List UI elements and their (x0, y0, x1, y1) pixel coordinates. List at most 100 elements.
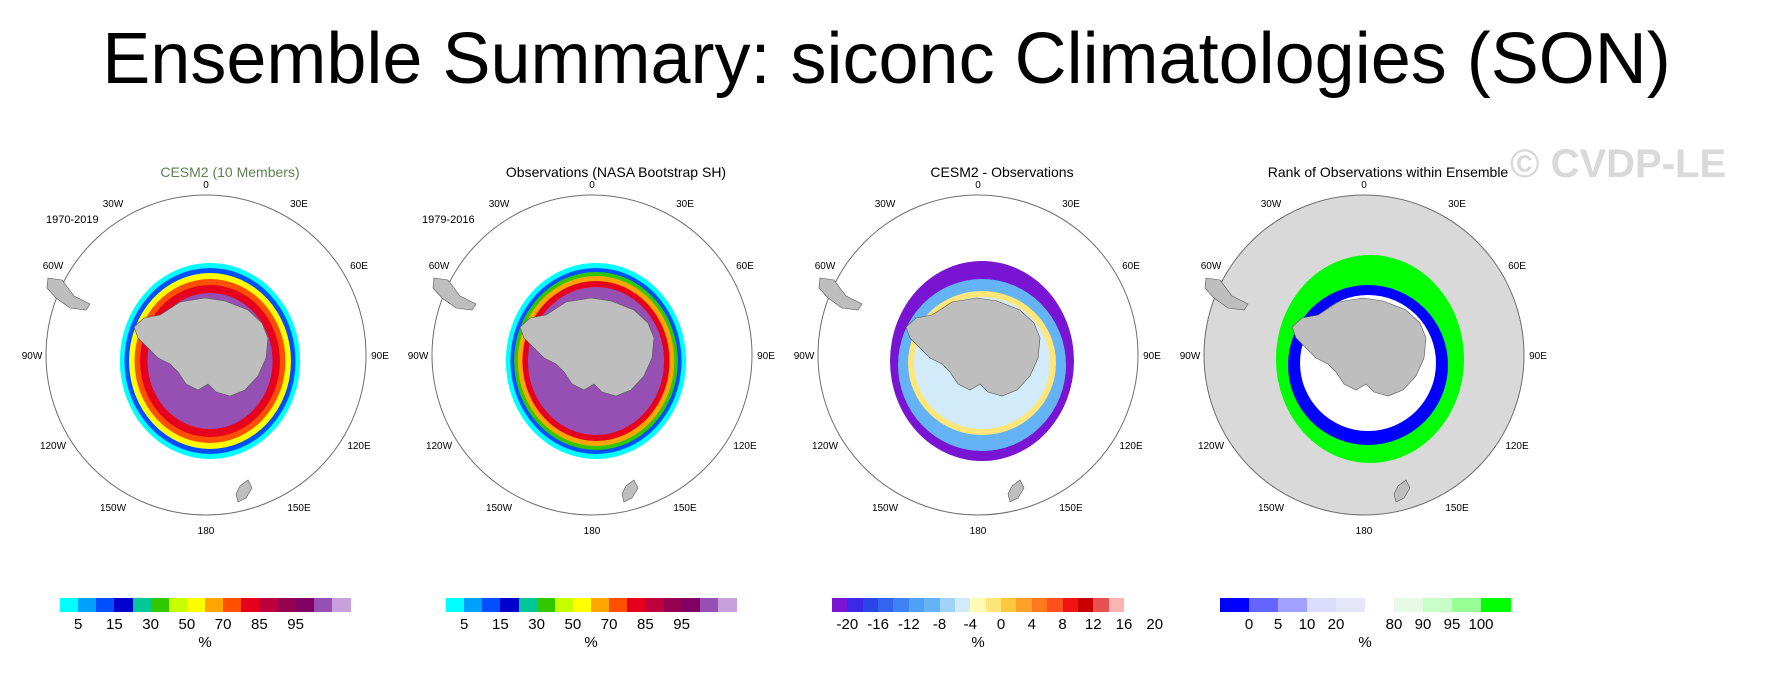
polar-map: 0 30E 60E 90E 120E 150E 180 150W 120W 90W 60W 30W (22, 180, 390, 537)
longitude-label: 150E (287, 503, 311, 514)
colorbar-cell (60, 598, 79, 612)
longitude-label: 150W (486, 503, 513, 514)
colorbar-cell (241, 598, 260, 612)
longitude-label: 150E (1445, 503, 1469, 514)
colorbar-tick-label: -4 (963, 616, 977, 633)
south-america-landmass (46, 277, 91, 311)
colorbar: 5 15 30 50 70 85 95% (60, 598, 351, 651)
colorbar-cell (168, 598, 188, 612)
longitude-label: 30W (1261, 199, 1282, 210)
longitude-label: 90W (408, 351, 429, 362)
colorbar-cell (717, 598, 737, 612)
colorbar-cell (1452, 598, 1482, 612)
colorbar-cell (150, 598, 170, 612)
colorbar-tick-label: 100 (1468, 616, 1494, 633)
colorbar-cell (277, 598, 297, 612)
colorbar-cell (1481, 598, 1511, 612)
longitude-label: 150W (100, 503, 127, 514)
colorbar-cell (1220, 598, 1250, 612)
colorbar: 0 5 10 20 80 90 95 100% (1220, 598, 1511, 651)
colorbar-cell (954, 598, 971, 612)
colorbar-cell (609, 598, 628, 612)
panel-title: CESM2 - Observations (930, 164, 1074, 180)
longitude-label: 120W (812, 441, 839, 452)
polar-map: 0 30E 60E 90E 120E 150E 180 150W 120W 90W 60W 30W (794, 180, 1162, 537)
longitude-label: 60W (815, 261, 836, 272)
colorbar-cell (832, 598, 848, 612)
colorbar-unit: % (584, 634, 598, 651)
polar-map: 0 30E 60E 90E 120E 150E 180 150W 120W 90W 60W 30W (408, 180, 776, 537)
colorbar-cell (908, 598, 925, 612)
longitude-label: 90E (757, 351, 775, 362)
colorbar-tick-label: 5 (459, 616, 469, 633)
colorbar-cell (1278, 598, 1308, 612)
colorbar-cell (114, 598, 133, 612)
colorbar-cell (482, 598, 501, 612)
longitude-label: 60E (350, 261, 368, 272)
colorbar-cell (1001, 598, 1017, 612)
colorbar-cell (1336, 598, 1366, 612)
colorbar-tick-label: 95 (287, 616, 304, 633)
colorbar-cell (1062, 598, 1079, 612)
colorbar-tick-label: -8 (932, 616, 947, 633)
colorbar-tick-label: 70 (214, 616, 232, 633)
longitude-label: 0 (1361, 180, 1367, 191)
antarctica-landmass (1291, 297, 1427, 397)
longitude-label: 90W (794, 351, 815, 362)
panel-title: CESM2 (10 Members) (160, 164, 300, 180)
colorbar-cell (205, 598, 224, 612)
colorbar-tick-label: 30 (142, 616, 159, 633)
panel-title: Rank of Observations within Ensemble (1267, 164, 1509, 180)
colorbar-cell (1249, 598, 1279, 612)
longitude-label: 180 (584, 526, 601, 537)
colorbar-cell (132, 598, 152, 612)
colorbar-tick-label: 15 (492, 616, 509, 633)
panel-cesm2-climatology: CESM2 (10 Members) 1970-2019 0 30E 60E 90E 1… (20, 150, 440, 670)
colorbar-tick-label: 85 (251, 616, 268, 633)
colorbar-tick-label: 30 (528, 616, 545, 633)
colorbar-cell (1031, 598, 1048, 612)
colorbar-tick-label: 8 (1058, 616, 1067, 633)
longitude-label: 90E (1143, 351, 1161, 362)
colorbar-tick-label: 80 (1385, 616, 1403, 633)
longitude-label: 60W (43, 261, 64, 272)
longitude-label: 60E (1508, 261, 1526, 272)
longitude-label: 90E (1529, 351, 1547, 362)
longitude-label: 120W (426, 441, 453, 452)
colorbar-cell (96, 598, 115, 612)
longitude-label: 30E (1062, 199, 1080, 210)
longitude-label: 0 (589, 180, 595, 191)
colorbar-cell (259, 598, 278, 612)
colorbar-tick-label: 20 (1327, 616, 1345, 633)
longitude-label: 90W (22, 351, 43, 362)
colorbar-cell (847, 598, 864, 612)
panel-difference: CESM2 - Observations 0 30E 60E 90E 120E 150E 1… (792, 150, 1212, 670)
colorbar-cell (518, 598, 538, 612)
south-america-landmass (818, 277, 863, 311)
colorbar-cell (313, 598, 333, 612)
colorbar-cell (572, 598, 592, 612)
longitude-label: 30W (875, 199, 896, 210)
colorbar-cell (1108, 598, 1125, 612)
colorbar-cell (500, 598, 519, 612)
colorbar-tick-label: 50 (564, 616, 582, 633)
colorbar-cell (1077, 598, 1094, 612)
colorbar-cell (223, 598, 242, 612)
colorbar-cell (878, 598, 894, 612)
polar-map: 0 30E 60E 90E 120E 150E 180 150W 120W 90W 60W 30W (1180, 180, 1548, 537)
colorbar-cell (1016, 598, 1033, 612)
south-america-landmass (432, 277, 477, 311)
colorbar-tick-label: 15 (106, 616, 123, 633)
longitude-label: 30E (1448, 199, 1466, 210)
page-title: Ensemble Summary: siconc Climatologies (… (102, 19, 1671, 99)
colorbar-cell (591, 598, 610, 612)
colorbar-cell (1307, 598, 1337, 612)
colorbar-cell (645, 598, 664, 612)
longitude-label: 150W (1258, 503, 1285, 514)
longitude-label: 60E (1122, 261, 1140, 272)
longitude-label: 30W (489, 199, 510, 210)
colorbar-tick-label: 70 (600, 616, 618, 633)
period-label: 1979-2016 (422, 214, 475, 226)
colorbar-tick-label: 10 (1298, 616, 1316, 633)
colorbar-cell (939, 598, 956, 612)
